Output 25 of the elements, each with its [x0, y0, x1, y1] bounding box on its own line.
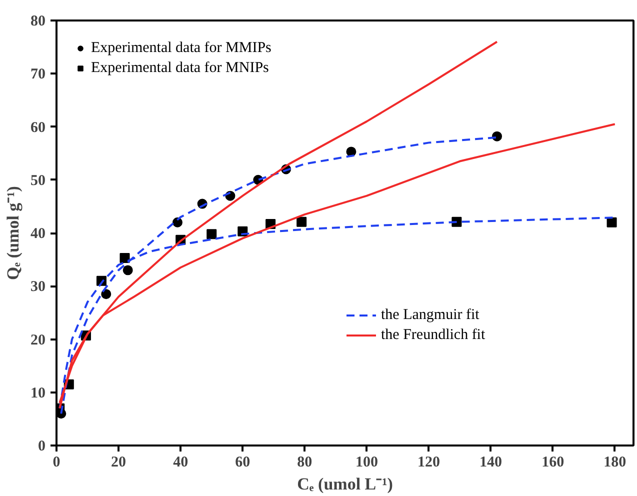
legend-label: the Freundlich fit	[381, 326, 486, 344]
legend-label: Experimental data for MNIPs	[91, 60, 269, 76]
x-tick-label: 40	[173, 454, 188, 470]
x-tick-label: 120	[418, 454, 440, 470]
y-axis-title: Qₑ (umol g⁻¹)	[4, 186, 22, 280]
x-tick-label: 80	[297, 454, 312, 470]
x-tick-label: 0	[52, 454, 60, 470]
x-tick-label: 100	[355, 454, 378, 470]
y-tick-label: 50	[30, 172, 46, 189]
y-tick-label: 0	[38, 438, 46, 454]
x-tick-label: 20	[111, 454, 126, 470]
x-tick-label: 140	[480, 454, 502, 470]
y-tick-label: 70	[30, 66, 46, 83]
y-tick-label: 40	[30, 226, 46, 242]
y-tick-label: 20	[30, 332, 46, 348]
x-tick-label: 160	[542, 454, 564, 470]
y-tick-label: 80	[30, 14, 46, 30]
y-tick-label: 30	[30, 279, 46, 296]
legend-label: Experimental data for MMIPs	[91, 40, 272, 56]
y-tick-label: 60	[30, 120, 46, 136]
legend-label: the Langmuir fit	[381, 306, 480, 324]
x-axis-title: Cₑ (umol L⁻¹)	[297, 474, 393, 494]
x-tick-label: 180	[604, 454, 626, 470]
y-tick-label: 10	[30, 385, 46, 402]
x-tick-label: 60	[235, 454, 250, 470]
